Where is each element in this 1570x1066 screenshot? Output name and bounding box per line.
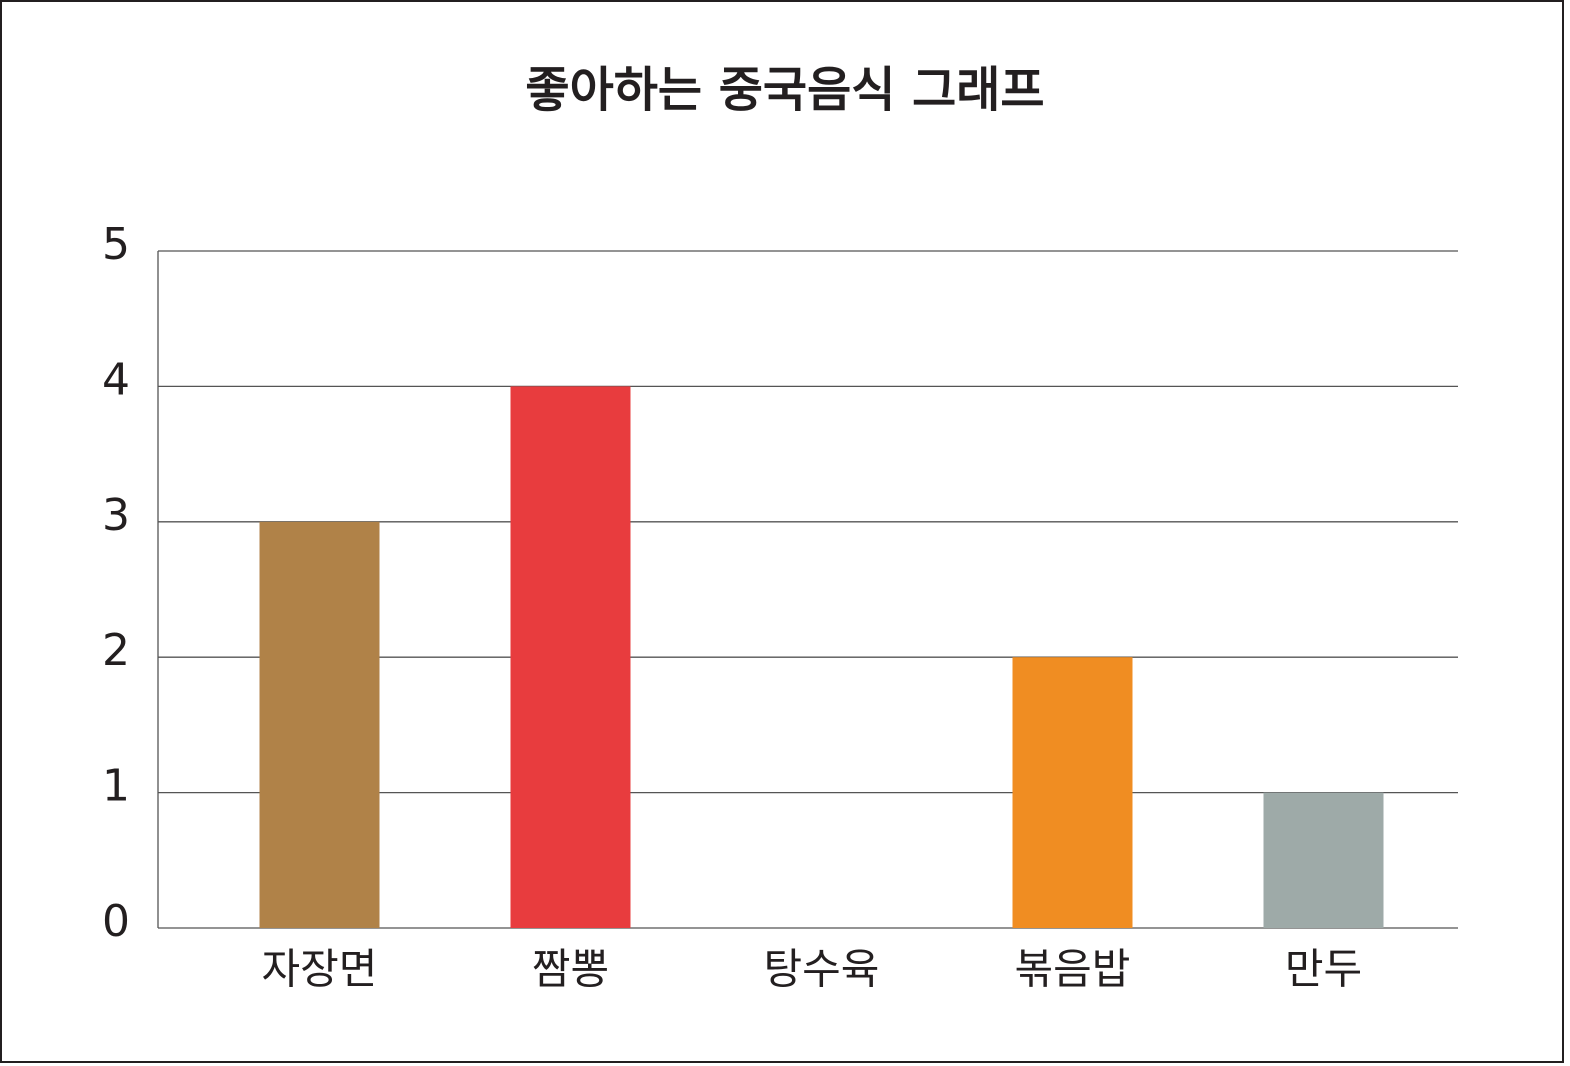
y-tick-label: 1 xyxy=(102,761,130,812)
y-tick-label: 4 xyxy=(102,354,130,405)
y-tick-label: 0 xyxy=(102,896,130,947)
x-tick-label: 탕수육 xyxy=(764,945,880,994)
x-tick-label: 짬뽕 xyxy=(532,945,609,994)
y-tick-label: 3 xyxy=(102,490,130,541)
y-tick-label: 5 xyxy=(102,219,130,270)
y-tick-label: 2 xyxy=(102,625,130,676)
chart-title: 좋아하는 중국음식 그래프 xyxy=(525,62,1044,118)
x-tick-label: 자장면 xyxy=(262,945,378,994)
x-tick-label: 볶음밥 xyxy=(1015,945,1131,994)
bar xyxy=(259,521,380,928)
x-tick-label: 만두 xyxy=(1285,945,1362,994)
bar xyxy=(510,386,631,928)
bar xyxy=(1263,792,1384,928)
bar xyxy=(1012,657,1133,928)
